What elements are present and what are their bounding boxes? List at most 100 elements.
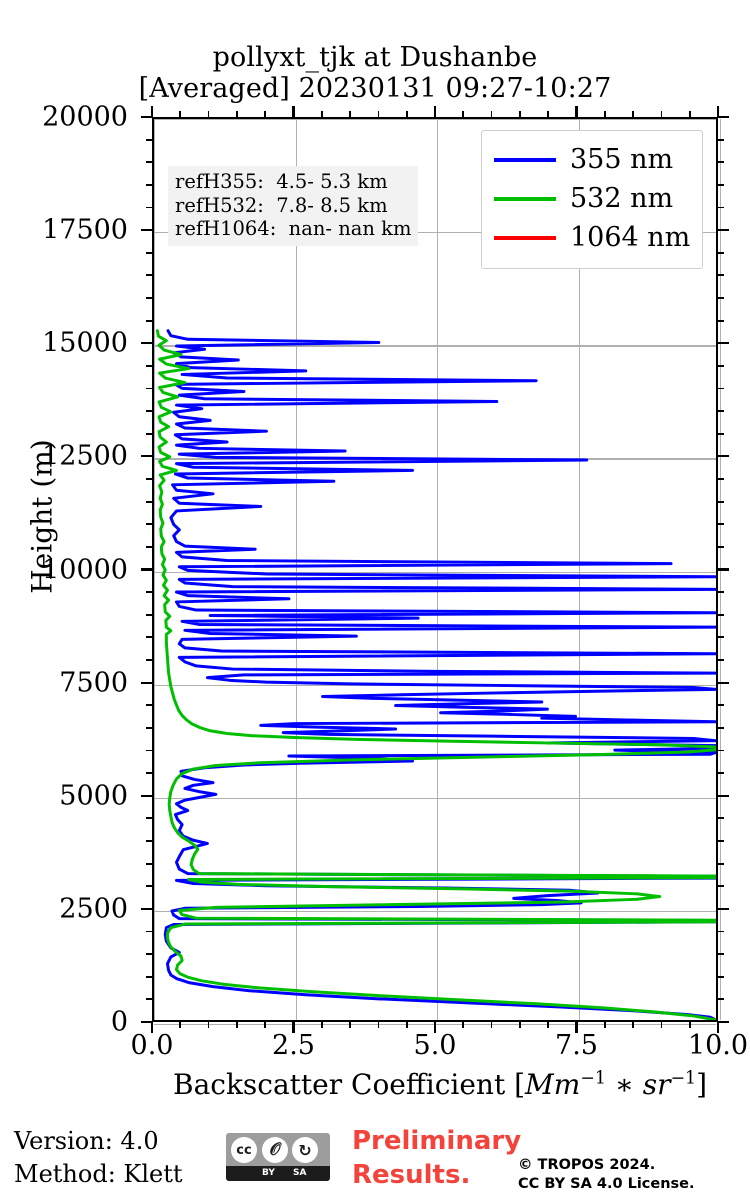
title-line-2: [Averaged] 20230131 09:27-10:27 <box>138 73 612 104</box>
y-tick-major <box>141 1020 152 1024</box>
x-tick-minor <box>377 1022 380 1028</box>
cc-attribution-icon: 𝒪 <box>262 1137 288 1163</box>
x-tick-minor <box>519 1022 521 1028</box>
x-tick-minor <box>519 111 521 117</box>
y-tick-minor <box>718 364 724 367</box>
y-tick-minor <box>146 251 152 254</box>
y-tick-minor <box>718 704 724 707</box>
legend-label-1064: 1064 nm <box>570 222 691 253</box>
y-tick-minor <box>718 749 724 752</box>
x-tick-minor <box>377 111 380 117</box>
gridline-vertical <box>154 119 156 1020</box>
y-tick-minor <box>146 862 152 865</box>
x-tick-label: 5.0 <box>413 1030 457 1061</box>
y-tick-label: 17500 <box>42 214 128 246</box>
y-tick-minor <box>718 885 724 888</box>
y-tick-major <box>141 568 152 571</box>
legend-label-355: 355 nm <box>570 144 674 175</box>
x-tick-minor <box>264 1022 267 1028</box>
x-tick-minor <box>179 111 182 117</box>
y-tick-minor <box>718 772 724 775</box>
copyright-line-2: CC BY SA 4.0 License. <box>518 1176 695 1192</box>
gridline-horizontal <box>154 571 716 573</box>
gridline-horizontal <box>154 797 716 800</box>
cc-sharealike-icon: ↻ <box>292 1137 318 1163</box>
gridline-vertical <box>578 119 580 1020</box>
y-tick-minor <box>146 274 152 277</box>
y-axis-tick-labels: 0 2500 5000 7500 10000 12500 15000 17500 20000 <box>0 102 146 1038</box>
x-tick-major <box>150 1022 154 1033</box>
y-tick-label: 2500 <box>59 893 128 925</box>
legend-swatch-1064 <box>494 235 556 240</box>
x-tick-minor <box>603 111 606 117</box>
y-tick-label: 12500 <box>42 440 128 472</box>
y-tick-major <box>718 568 729 571</box>
x-tick-minor <box>462 1022 465 1028</box>
x-axis-tick-labels: 0.0 2.5 5.0 7.5 10.0 <box>131 1030 749 1064</box>
y-tick-major <box>718 115 729 119</box>
y-tick-minor <box>718 998 724 1001</box>
x-tick-minor <box>547 111 550 117</box>
copyright-notice: © TROPOS 2024. CC BY SA 4.0 License. <box>518 1156 695 1194</box>
gridline-vertical <box>437 119 439 1020</box>
y-tick-minor <box>146 387 152 390</box>
y-tick-major <box>141 455 152 458</box>
x-axis-label: Backscatter Coefficient [Mm−1 ∗ sr−1] <box>173 1068 707 1101</box>
x-tick-label: 7.5 <box>555 1030 598 1061</box>
y-tick-minor <box>718 523 724 526</box>
y-tick-minor <box>146 613 152 616</box>
y-tick-minor <box>146 636 152 639</box>
x-tick-major <box>716 1022 720 1033</box>
x-tick-minor <box>490 1022 493 1028</box>
y-tick-minor <box>718 387 724 390</box>
ref-h532-text: refH532: 7.8- 8.5 km <box>175 193 388 217</box>
gridline-horizontal <box>154 910 716 913</box>
series-line-532-nm <box>155 329 716 1020</box>
y-tick-minor <box>718 297 724 299</box>
cc-sa-text: SA <box>293 1168 307 1178</box>
x-tick-minor <box>236 1022 238 1028</box>
x-tick-minor <box>320 111 323 117</box>
data-curves <box>155 329 716 1020</box>
y-tick-minor <box>718 840 724 842</box>
y-tick-minor <box>718 591 724 594</box>
reference-height-annotation: refH355: 4.5- 5.3 km refH532: 7.8- 8.5 k… <box>168 166 419 246</box>
y-tick-minor <box>146 545 152 548</box>
y-tick-label: 0 <box>110 1006 128 1038</box>
gridline-vertical <box>295 119 297 1020</box>
x-tick-major <box>150 106 154 117</box>
y-tick-minor <box>718 636 724 639</box>
x-tick-major <box>292 1022 295 1033</box>
y-tick-major <box>718 455 729 458</box>
y-tick-minor <box>146 161 152 164</box>
y-tick-minor <box>718 138 724 141</box>
x-tick-minor <box>462 111 465 117</box>
y-tick-major <box>718 907 729 910</box>
y-tick-minor <box>146 432 152 435</box>
y-tick-minor <box>718 545 724 548</box>
y-tick-minor <box>718 251 724 254</box>
y-tick-minor <box>718 862 724 865</box>
preliminary-line-1: Preliminary <box>352 1126 522 1156</box>
y-tick-minor <box>718 410 724 413</box>
y-tick-major <box>718 794 729 797</box>
copyright-line-1: © TROPOS 2024. <box>518 1157 656 1173</box>
method-text: Method: Klett <box>14 1160 183 1188</box>
title-line-1: pollyxt_tjk at Dushanbe <box>212 42 538 73</box>
legend-item-532: 532 nm <box>494 179 690 218</box>
y-tick-minor <box>718 817 724 820</box>
y-tick-minor <box>718 659 724 661</box>
ref-h1064-text: refH1064: nan- nan km <box>175 217 412 240</box>
y-tick-minor <box>146 930 152 933</box>
x-tick-minor <box>349 1022 351 1028</box>
y-tick-minor <box>146 297 152 299</box>
y-tick-minor <box>146 772 152 775</box>
y-tick-minor <box>146 726 152 729</box>
y-tick-label: 7500 <box>59 667 128 699</box>
gridline-horizontal <box>154 232 716 234</box>
y-tick-minor <box>718 975 724 978</box>
y-tick-major <box>141 342 152 345</box>
y-tick-minor <box>146 523 152 526</box>
x-tick-minor <box>349 111 351 117</box>
y-tick-major <box>718 342 729 345</box>
